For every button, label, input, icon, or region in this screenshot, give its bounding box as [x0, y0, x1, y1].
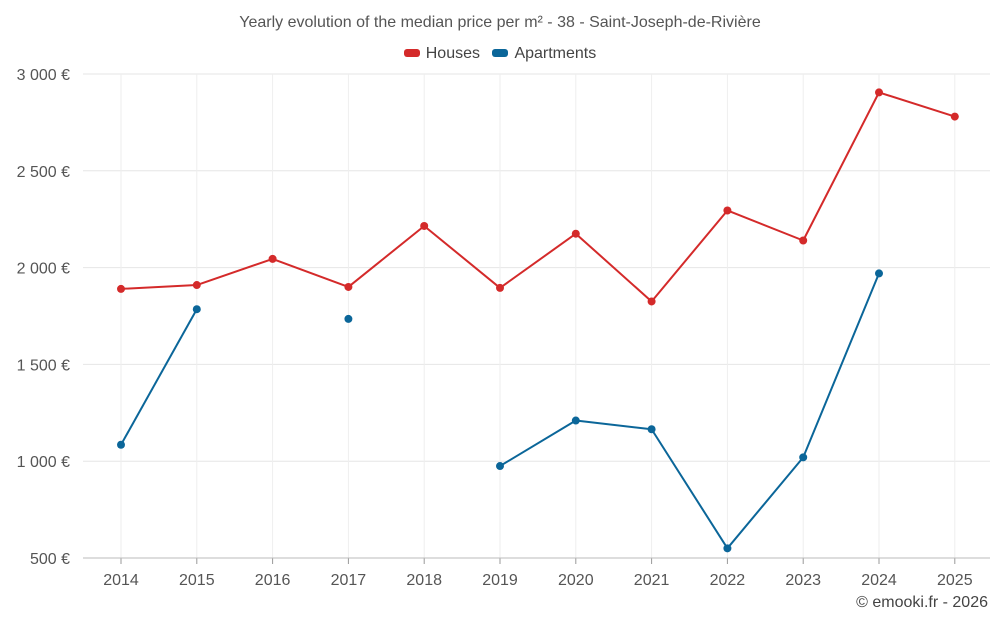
- x-tick-label: 2021: [634, 572, 670, 589]
- data-point-houses[interactable]: [192, 281, 201, 290]
- x-tick-label: 2016: [255, 572, 291, 589]
- data-point-apartments[interactable]: [496, 462, 504, 471]
- series-line-apartments: [499, 273, 880, 550]
- x-tick-label: 2019: [482, 572, 518, 589]
- data-point-apartments[interactable]: [192, 305, 201, 314]
- legend-swatch-houses: [403, 48, 420, 57]
- series-line-houses: [120, 91, 956, 303]
- data-point-apartments[interactable]: [571, 416, 580, 425]
- x-tick-label: 2018: [406, 572, 442, 589]
- data-point-houses[interactable]: [268, 254, 277, 263]
- data-point-houses[interactable]: [344, 282, 353, 291]
- data-point-houses[interactable]: [117, 284, 125, 293]
- data-point-houses[interactable]: [647, 297, 656, 306]
- y-tick-label: 3 000 €: [17, 67, 70, 84]
- data-point-houses[interactable]: [950, 112, 959, 121]
- data-point-houses[interactable]: [420, 221, 429, 230]
- legend-item-houses[interactable]: Houses: [403, 45, 480, 63]
- data-point-apartments[interactable]: [875, 269, 883, 278]
- footer-credit: © emooki.fr - 2026: [856, 594, 988, 611]
- data-point-houses[interactable]: [496, 283, 504, 292]
- x-tick-label: 2022: [710, 572, 746, 589]
- x-tick-label: 2020: [558, 572, 594, 589]
- data-point-apartments[interactable]: [647, 425, 656, 434]
- legend-swatch-apartments: [492, 48, 509, 57]
- y-tick-label: 1 500 €: [17, 357, 70, 374]
- data-point-houses[interactable]: [875, 88, 883, 97]
- legend: Houses Apartments: [0, 45, 1000, 63]
- data-point-apartments[interactable]: [117, 440, 125, 449]
- y-tick-label: 500 €: [30, 551, 70, 568]
- legend-label-apartments: Apartments: [514, 45, 597, 62]
- x-tick-label: 2025: [937, 572, 973, 589]
- y-tick-label: 2 500 €: [17, 164, 70, 181]
- x-tick-label: 2023: [785, 572, 821, 589]
- x-tick-label: 2017: [331, 572, 367, 589]
- y-tick-label: 2 000 €: [17, 261, 70, 278]
- data-point-apartments[interactable]: [344, 314, 353, 323]
- y-tick-label: 1 000 €: [17, 454, 70, 471]
- chart-title: Yearly evolution of the median price per…: [239, 14, 761, 31]
- data-point-apartments[interactable]: [723, 544, 732, 553]
- data-point-apartments[interactable]: [799, 453, 808, 462]
- data-point-houses[interactable]: [799, 236, 808, 245]
- series-line-apartments: [120, 308, 198, 446]
- legend-item-apartments[interactable]: Apartments: [492, 45, 596, 63]
- x-tick-label: 2024: [861, 572, 897, 589]
- data-point-houses[interactable]: [571, 229, 580, 238]
- x-tick-label: 2014: [103, 572, 139, 589]
- x-tick-label: 2015: [179, 572, 215, 589]
- legend-label-houses: Houses: [425, 45, 480, 62]
- data-point-houses[interactable]: [723, 206, 732, 215]
